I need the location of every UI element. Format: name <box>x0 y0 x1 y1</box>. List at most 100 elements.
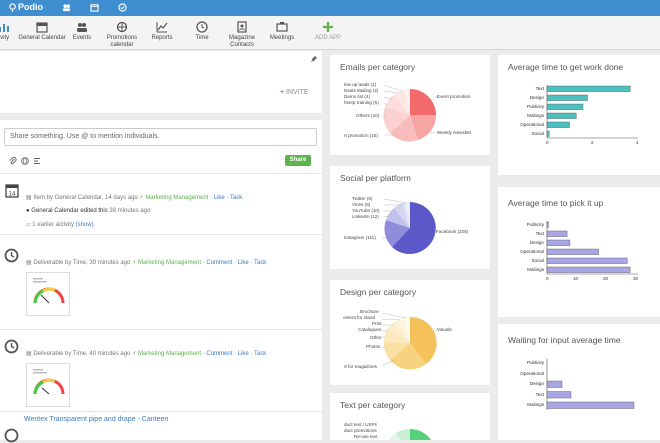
widget-title: Average time to pick it up <box>508 198 604 208</box>
bar-mailings <box>546 266 631 273</box>
feed-edit-line: ● General Calendar edited this 38 minute… <box>26 208 151 214</box>
app-reports[interactable]: Reports <box>138 21 186 42</box>
like-link[interactable]: Like <box>237 260 249 266</box>
bar-publicity <box>546 103 584 110</box>
contacts-icon[interactable] <box>62 3 71 12</box>
list-format-icon[interactable] <box>33 157 41 165</box>
bar-design <box>546 94 588 101</box>
calendar-icon <box>36 22 48 33</box>
feed-item-meta: ▤ Item by General Calendar, 14 days ago … <box>26 195 243 201</box>
feed-item-meta: ▤ Deliverable by Time, 40 minutes ago ⚡ … <box>26 351 267 357</box>
pin-icon[interactable] <box>310 55 318 63</box>
contacts-icon <box>237 21 247 33</box>
events-icon <box>77 23 87 32</box>
bar-mailings <box>546 401 635 409</box>
bar-publicity <box>546 221 549 228</box>
plus-icon <box>323 22 333 32</box>
activity-icon <box>0 24 9 32</box>
globe-icon[interactable] <box>21 157 29 165</box>
work-done-widget: Average time to get work done Text Desig… <box>498 55 660 175</box>
bar-text <box>546 391 572 399</box>
app-meetings[interactable]: Meetings <box>258 21 306 42</box>
widget-title: Emails per category <box>340 62 416 72</box>
comment-link[interactable]: Comment <box>206 260 233 266</box>
calendar-icon: 14 <box>5 184 19 198</box>
item-title-link[interactable]: Wentex Transparent pipe and drape - Cant… <box>24 416 169 423</box>
widget-title: Design per category <box>340 287 417 297</box>
comment-icon: ▱ <box>26 222 31 228</box>
work-done-bar-chart <box>546 85 638 139</box>
widget-title: Average time to get work done <box>508 62 624 72</box>
feed-item-meta: ▤ Deliverable by Time, 39 minutes ago ⚡ … <box>26 260 267 266</box>
earlier-activity: ▱ 1 earlier activity (show) <box>26 222 94 228</box>
bar-operational <box>546 248 599 255</box>
tag-link[interactable]: Marketing Management <box>137 260 202 266</box>
divider <box>0 173 322 174</box>
task-link[interactable]: Task <box>253 351 267 357</box>
app-activity[interactable]: ivity <box>0 21 28 42</box>
bar-design <box>546 239 571 246</box>
bar-text <box>546 85 631 92</box>
tag-link[interactable]: Marketing Management <box>145 195 209 201</box>
svg-text:14: 14 <box>9 192 16 198</box>
podio-logo[interactable]: Podio <box>18 2 43 12</box>
space-header-card <box>0 51 322 113</box>
item-icon: ▤ <box>26 351 32 357</box>
like-link[interactable]: Like <box>213 195 225 201</box>
gauge-image <box>33 369 65 395</box>
task-link[interactable]: Task <box>253 260 267 266</box>
pick-up-bar-chart <box>546 221 638 275</box>
bullet: ● <box>26 208 30 214</box>
comment-link[interactable]: Comment <box>206 351 233 357</box>
design-widget: Design per category Brochure ontent for … <box>330 280 490 385</box>
tasks-icon[interactable] <box>118 3 127 12</box>
app-magazine-contacts[interactable]: Magazine Contacts <box>218 21 266 49</box>
divider <box>0 411 322 412</box>
app-promotions-calendar[interactable]: Promotions calendar <box>98 21 146 49</box>
app-time[interactable]: Time <box>178 21 226 42</box>
bar-text <box>546 230 568 237</box>
emails-pie-chart <box>383 84 438 142</box>
app-bar: ivity General Calendar Events Promotions… <box>0 16 660 50</box>
bar-operational <box>546 121 570 128</box>
task-link[interactable]: Task <box>229 195 243 201</box>
tag-link[interactable]: Marketing Management <box>137 351 202 357</box>
pick-up-widget: Average time to pick it up Publicity Tex… <box>498 187 660 317</box>
share-button[interactable]: Share <box>285 155 311 166</box>
bar-design <box>546 380 563 388</box>
text-widget: Text per category duct text / USPs duct … <box>330 393 490 440</box>
social-widget: Social per platform Twitter (5) Vines (6… <box>330 166 490 269</box>
invite-link[interactable]: + INVITE <box>280 89 309 96</box>
waiting-input-widget: Waiting for input average time Publicity… <box>498 324 660 440</box>
clock-icon <box>4 248 19 263</box>
location-pin-icon <box>9 3 16 12</box>
gauge-thumbnail[interactable] <box>26 363 70 407</box>
item-icon: ▤ <box>26 195 32 201</box>
share-input[interactable]: Share something. Use @ to mention indivi… <box>4 128 317 146</box>
app-general-calendar[interactable]: General Calendar <box>18 21 66 42</box>
social-pie-chart <box>382 198 438 254</box>
text-pie-chart <box>388 428 432 440</box>
gauge-image <box>33 278 65 304</box>
clock-icon <box>196 21 208 33</box>
emails-widget: Emails per category low up leads (1) Dea… <box>330 55 490 155</box>
app-events[interactable]: Events <box>58 21 106 42</box>
widget-title: Waiting for input average time <box>508 335 621 345</box>
bar-social <box>546 130 550 137</box>
clock-icon <box>4 428 19 443</box>
lightning-icon: ⚡ <box>132 351 137 357</box>
like-link[interactable]: Like <box>237 351 249 357</box>
show-link[interactable]: (show) <box>75 222 94 228</box>
meetings-icon <box>276 22 288 32</box>
calendar-icon[interactable] <box>90 3 99 12</box>
top-bar: Podio <box>0 0 660 16</box>
reports-icon <box>156 22 168 33</box>
bar-mailings <box>546 112 577 119</box>
gauge-thumbnail[interactable] <box>26 272 70 316</box>
item-icon: ▤ <box>26 260 32 266</box>
lightning-icon: ⚡ <box>139 195 144 201</box>
add-app-button[interactable]: ADD APP <box>304 21 352 42</box>
divider <box>0 329 322 330</box>
attachment-icon[interactable] <box>9 157 17 165</box>
bar-social <box>546 257 628 264</box>
